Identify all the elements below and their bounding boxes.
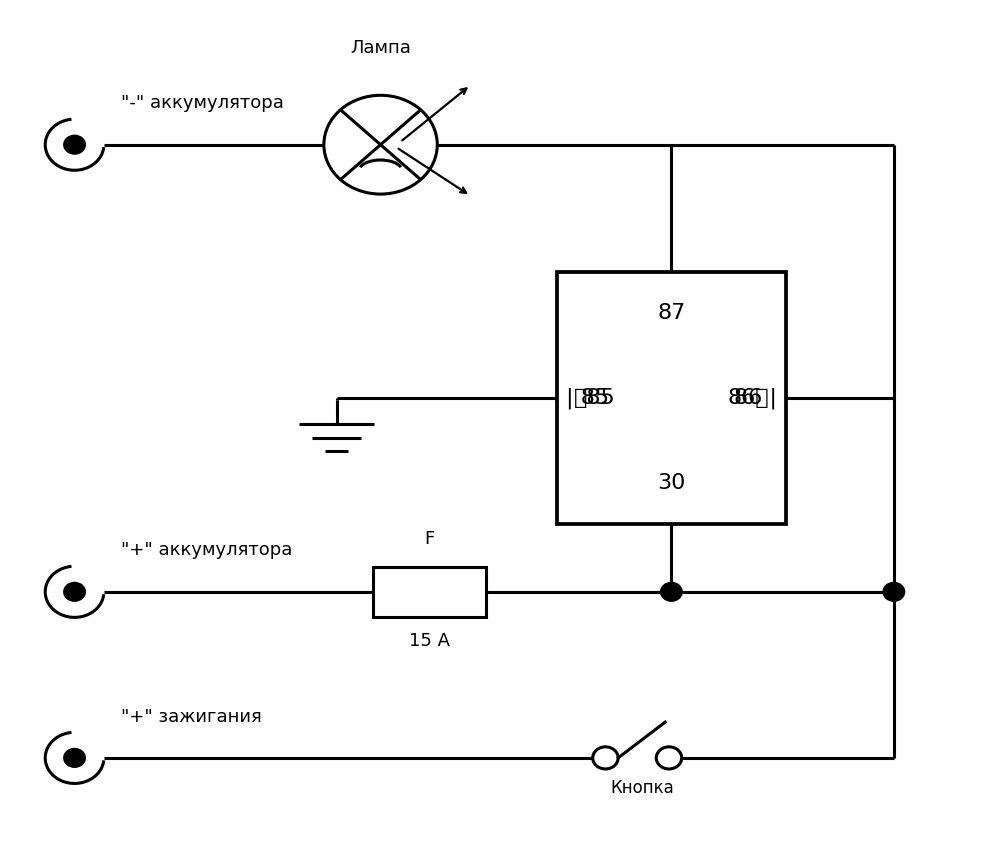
Text: "-" аккумулятора: "-" аккумулятора <box>121 95 284 113</box>
Circle shape <box>883 582 904 601</box>
Circle shape <box>64 582 86 601</box>
Text: Кнопка: Кнопка <box>610 779 674 797</box>
Circle shape <box>64 135 86 154</box>
Text: "+" аккумулятора: "+" аккумулятора <box>121 542 293 560</box>
Circle shape <box>64 748 86 767</box>
Bar <box>374 567 486 617</box>
Text: 87: 87 <box>658 304 685 323</box>
Text: F: F <box>424 531 435 549</box>
Text: 30: 30 <box>658 473 685 493</box>
Text: 86 |: 86 | <box>734 387 777 408</box>
Text: | 85: | 85 <box>566 387 609 408</box>
Text: 15 А: 15 А <box>409 632 450 650</box>
Text: 86: 86 <box>727 388 769 408</box>
Text: Лампа: Лампа <box>350 39 411 57</box>
Text: "+" зажигания: "+" зажигания <box>121 708 262 726</box>
Circle shape <box>661 582 682 601</box>
Bar <box>556 273 786 524</box>
Text: 85: 85 <box>574 388 616 408</box>
